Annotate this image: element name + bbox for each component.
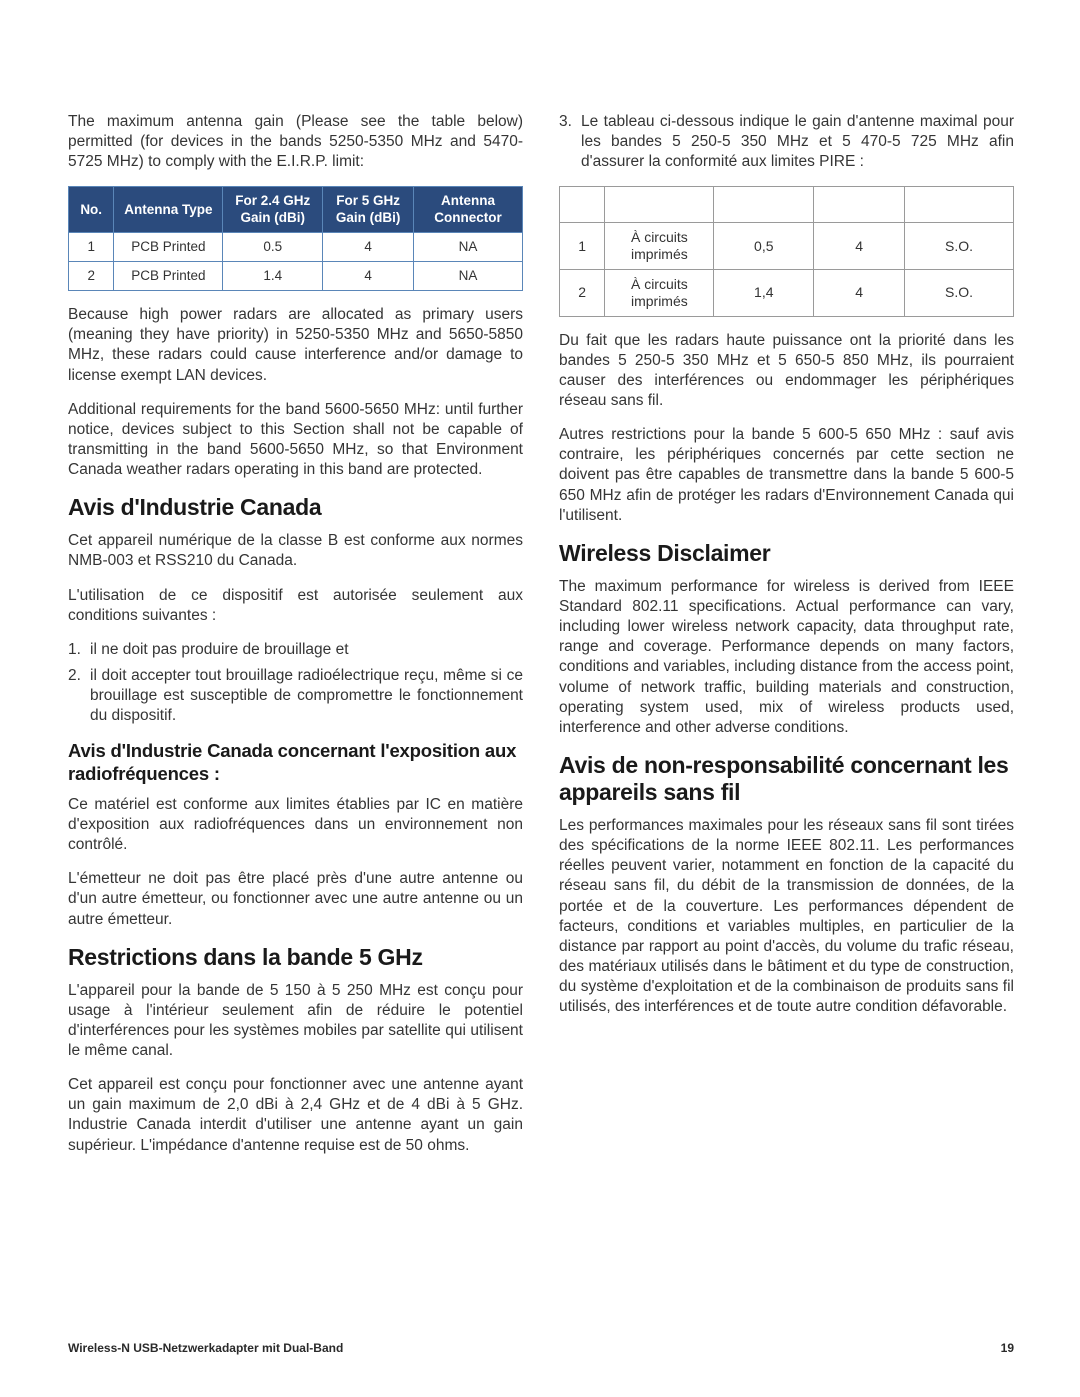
paragraph: L'utilisation de ce dispositif est autor… (68, 586, 523, 626)
antenna-gain-table-fr: 1À circuits imprimés0,54S.O.2À circuits … (559, 186, 1014, 316)
table-header-row (560, 187, 1014, 223)
list-item-text: il doit accepter tout brouillage radioél… (90, 666, 523, 726)
table-header-cell (814, 187, 905, 223)
table-row: 2PCB Printed1.44NA (69, 261, 523, 290)
table-cell: 1 (69, 232, 114, 261)
table-cell: 4 (814, 223, 905, 270)
footer-product-name: Wireless-N USB-Netzwerkadapter mit Dual-… (68, 1341, 343, 1355)
list-item-text: Le tableau ci-dessous indique le gain d'… (581, 112, 1014, 172)
table-cell: 4 (814, 270, 905, 317)
list-item-number: 2. (68, 666, 90, 726)
list-item: 2.il doit accepter tout brouillage radio… (68, 666, 523, 726)
table-cell: À circuits imprimés (605, 270, 714, 317)
table-cell: S.O. (905, 270, 1014, 317)
table-cell: À circuits imprimés (605, 223, 714, 270)
list-item: 3.Le tableau ci-dessous indique le gain … (559, 112, 1014, 172)
heading-exposition-rf: Avis d'Industrie Canada concernant l'exp… (68, 740, 523, 784)
heading-wireless-disclaimer: Wireless Disclaimer (559, 540, 1014, 567)
table-header-cell: For 5 GHz Gain (dBi) (323, 187, 414, 232)
paragraph: L'émetteur ne doit pas être placé près d… (68, 869, 523, 929)
table-header-row: No.Antenna TypeFor 2.4 GHz Gain (dBi)For… (69, 187, 523, 232)
table-cell: 0.5 (223, 232, 323, 261)
table-header-cell: Antenna Connector (414, 187, 523, 232)
table-cell: S.O. (905, 223, 1014, 270)
table-cell: 4 (323, 261, 414, 290)
table-header-cell: No. (69, 187, 114, 232)
table-header-cell (560, 187, 605, 223)
list-item-number: 3. (559, 112, 581, 172)
list-item: 1.il ne doit pas produire de brouillage … (68, 640, 523, 660)
document-page: The maximum antenna gain (Please see the… (0, 0, 1080, 1397)
table-row: 1À circuits imprimés0,54S.O. (560, 223, 1014, 270)
table-cell: 2 (69, 261, 114, 290)
paragraph: Les performances maximales pour les rése… (559, 816, 1014, 1017)
two-column-layout: The maximum antenna gain (Please see the… (68, 112, 1014, 1170)
footer-page-number: 19 (1001, 1341, 1014, 1355)
table-row: 1PCB Printed0.54NA (69, 232, 523, 261)
antenna-gain-table-en: No.Antenna TypeFor 2.4 GHz Gain (dBi)For… (68, 186, 523, 291)
table-cell: 4 (323, 232, 414, 261)
paragraph: The maximum performance for wireless is … (559, 577, 1014, 738)
numbered-list: 1.il ne doit pas produire de brouillage … (68, 640, 523, 727)
table-cell: 1,4 (714, 270, 814, 317)
table-header-cell: Antenna Type (114, 187, 223, 232)
table-cell: NA (414, 261, 523, 290)
table-header-cell (605, 187, 714, 223)
table-header-cell: For 2.4 GHz Gain (dBi) (223, 187, 323, 232)
paragraph: Autres restrictions pour la bande 5 600-… (559, 425, 1014, 526)
heading-restrictions-5ghz: Restrictions dans la bande 5 GHz (68, 944, 523, 971)
list-item-number: 1. (68, 640, 90, 660)
list-item-text: il ne doit pas produire de brouillage et (90, 640, 523, 660)
numbered-list: 3.Le tableau ci-dessous indique le gain … (559, 112, 1014, 172)
table-cell: 1 (560, 223, 605, 270)
paragraph: Ce matériel est conforme aux limites éta… (68, 795, 523, 855)
paragraph: Cet appareil est conçu pour fonctionner … (68, 1075, 523, 1156)
paragraph: L'appareil pour la bande de 5 150 à 5 25… (68, 981, 523, 1062)
heading-avis-non-responsabilite: Avis de non-responsabilité concernant le… (559, 752, 1014, 806)
left-column: The maximum antenna gain (Please see the… (68, 112, 523, 1170)
paragraph: Additional requirements for the band 560… (68, 400, 523, 481)
table-header-cell (905, 187, 1014, 223)
table-cell: PCB Printed (114, 232, 223, 261)
heading-avis-industrie: Avis d'Industrie Canada (68, 494, 523, 521)
right-column: 3.Le tableau ci-dessous indique le gain … (559, 112, 1014, 1170)
table-cell: NA (414, 232, 523, 261)
table-cell: 2 (560, 270, 605, 317)
table-header-cell (714, 187, 814, 223)
page-footer: Wireless-N USB-Netzwerkadapter mit Dual-… (68, 1341, 1014, 1355)
paragraph: The maximum antenna gain (Please see the… (68, 112, 523, 172)
table-cell: 0,5 (714, 223, 814, 270)
table-row: 2À circuits imprimés1,44S.O. (560, 270, 1014, 317)
paragraph: Cet appareil numérique de la classe B es… (68, 531, 523, 571)
paragraph: Because high power radars are allocated … (68, 305, 523, 386)
paragraph: Du fait que les radars haute puissance o… (559, 331, 1014, 412)
table-cell: PCB Printed (114, 261, 223, 290)
table-cell: 1.4 (223, 261, 323, 290)
